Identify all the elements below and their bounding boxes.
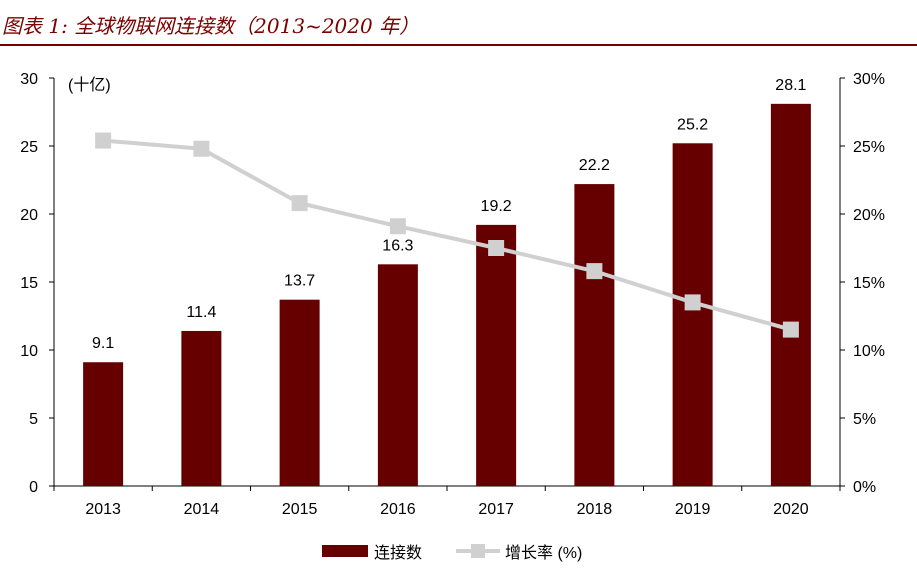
left-tick-label: 25 [20,139,38,156]
legend-bar-swatch [322,545,368,557]
bar-data-label: 9.1 [92,335,114,352]
title-rule [0,44,917,46]
x-tick-label: 2018 [577,501,613,518]
x-tick-label: 2016 [380,501,416,518]
x-tick-label: 2015 [282,501,318,518]
growth-rate-marker [488,240,505,256]
growth-rate-marker [586,263,603,280]
growth-rate-marker [193,140,210,157]
growth-rate-marker [291,195,308,212]
right-tick-label: 20% [853,207,885,224]
right-tick-label: 25% [853,139,885,156]
bar [476,224,517,486]
bar-data-label: 22.2 [579,157,610,174]
bar-data-label: 16.3 [382,237,413,254]
chart-title: 图表 1: 全球物联网连接数（2013~2020 年） [2,14,420,38]
bar-data-label: 25.2 [677,116,708,133]
growth-rate-marker [95,132,112,149]
bar-data-label: 19.2 [481,198,512,215]
bar [181,330,222,486]
growth-rate-line [102,138,792,332]
bar [377,264,418,486]
x-tick-label: 2017 [478,501,514,518]
left-tick-label: 10 [20,343,38,360]
bar-data-label: 13.7 [284,273,315,290]
right-tick-label: 30% [853,71,885,88]
legend-bar-label: 连接数 [374,544,422,562]
growth-rate-marker [389,218,406,235]
legend-line-label: 增长率 (%) [505,544,582,562]
x-tick-label: 2020 [773,501,809,518]
bar [574,184,615,486]
bar [672,143,713,486]
x-tick-label: 2013 [85,501,121,518]
bar-data-label: 11.4 [186,304,216,321]
left-tick-label: 15 [20,275,38,292]
legend-line-marker [471,544,485,558]
unit-label: (十亿) [68,76,111,94]
bar [83,362,124,486]
x-tick-label: 2014 [184,501,220,518]
right-tick-label: 10% [853,343,885,360]
left-tick-label: 30 [20,71,38,88]
growth-rate-marker [684,294,701,311]
growth-rate-marker [782,321,799,338]
left-tick-label: 20 [20,207,38,224]
x-tick-label: 2019 [675,501,711,518]
right-tick-label: 15% [853,275,885,292]
left-tick-label: 0 [29,479,38,496]
bar [279,299,320,486]
bar-data-label: 28.1 [775,77,806,94]
right-tick-label: 0% [853,479,876,496]
left-tick-label: 5 [29,411,38,428]
bar [770,103,811,486]
right-tick-label: 5% [853,411,876,428]
